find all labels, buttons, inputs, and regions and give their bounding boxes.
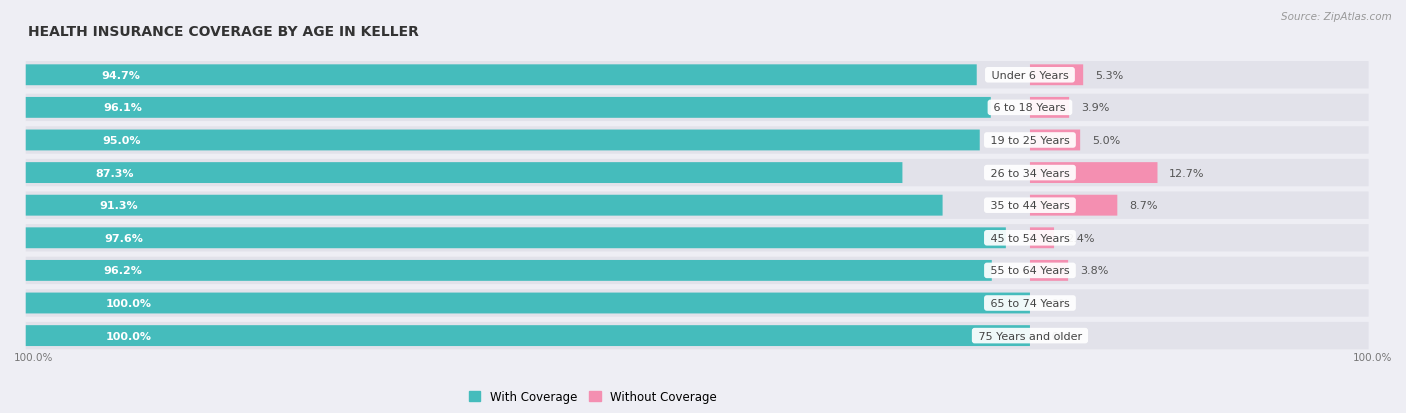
Text: 97.6%: 97.6% bbox=[104, 233, 143, 243]
FancyBboxPatch shape bbox=[25, 95, 1368, 122]
FancyBboxPatch shape bbox=[25, 163, 903, 183]
Text: 19 to 25 Years: 19 to 25 Years bbox=[987, 135, 1073, 146]
Text: 100.0%: 100.0% bbox=[1353, 352, 1392, 363]
Legend: With Coverage, Without Coverage: With Coverage, Without Coverage bbox=[464, 385, 721, 408]
Text: 3.8%: 3.8% bbox=[1080, 266, 1108, 276]
Text: 3.9%: 3.9% bbox=[1081, 103, 1109, 113]
FancyBboxPatch shape bbox=[1031, 130, 1080, 151]
FancyBboxPatch shape bbox=[1031, 228, 1054, 249]
FancyBboxPatch shape bbox=[25, 159, 1368, 187]
FancyBboxPatch shape bbox=[25, 322, 1368, 349]
Text: 100.0%: 100.0% bbox=[105, 298, 152, 308]
Text: 26 to 34 Years: 26 to 34 Years bbox=[987, 168, 1073, 178]
FancyBboxPatch shape bbox=[25, 257, 1368, 285]
FancyBboxPatch shape bbox=[25, 130, 980, 151]
Text: 100.0%: 100.0% bbox=[105, 331, 152, 341]
Text: 100.0%: 100.0% bbox=[14, 352, 53, 363]
Text: 96.2%: 96.2% bbox=[103, 266, 142, 276]
Text: 5.3%: 5.3% bbox=[1095, 71, 1123, 81]
FancyBboxPatch shape bbox=[25, 293, 1031, 314]
Text: 94.7%: 94.7% bbox=[101, 71, 141, 81]
Text: Under 6 Years: Under 6 Years bbox=[988, 71, 1073, 81]
Text: 12.7%: 12.7% bbox=[1170, 168, 1205, 178]
Text: 75 Years and older: 75 Years and older bbox=[974, 331, 1085, 341]
Text: 35 to 44 Years: 35 to 44 Years bbox=[987, 201, 1073, 211]
Text: 8.7%: 8.7% bbox=[1129, 201, 1157, 211]
Text: 87.3%: 87.3% bbox=[96, 168, 135, 178]
Text: 65 to 74 Years: 65 to 74 Years bbox=[987, 298, 1073, 308]
FancyBboxPatch shape bbox=[25, 228, 1005, 249]
Text: 0.0%: 0.0% bbox=[1042, 331, 1070, 341]
Text: HEALTH INSURANCE COVERAGE BY AGE IN KELLER: HEALTH INSURANCE COVERAGE BY AGE IN KELL… bbox=[28, 25, 419, 39]
Text: 2.4%: 2.4% bbox=[1066, 233, 1094, 243]
FancyBboxPatch shape bbox=[25, 65, 977, 86]
FancyBboxPatch shape bbox=[25, 192, 1368, 219]
FancyBboxPatch shape bbox=[25, 225, 1368, 252]
FancyBboxPatch shape bbox=[25, 260, 991, 281]
FancyBboxPatch shape bbox=[25, 98, 991, 119]
FancyBboxPatch shape bbox=[25, 127, 1368, 154]
FancyBboxPatch shape bbox=[1031, 260, 1069, 281]
FancyBboxPatch shape bbox=[25, 195, 942, 216]
Text: 0.0%: 0.0% bbox=[1042, 298, 1070, 308]
FancyBboxPatch shape bbox=[1031, 163, 1157, 183]
FancyBboxPatch shape bbox=[25, 62, 1368, 89]
FancyBboxPatch shape bbox=[1031, 65, 1083, 86]
FancyBboxPatch shape bbox=[25, 325, 1031, 346]
Text: 95.0%: 95.0% bbox=[103, 135, 141, 146]
FancyBboxPatch shape bbox=[1031, 195, 1118, 216]
Text: 91.3%: 91.3% bbox=[98, 201, 138, 211]
FancyBboxPatch shape bbox=[1031, 98, 1069, 119]
Text: 5.0%: 5.0% bbox=[1092, 135, 1121, 146]
Text: Source: ZipAtlas.com: Source: ZipAtlas.com bbox=[1281, 12, 1392, 22]
Text: 6 to 18 Years: 6 to 18 Years bbox=[990, 103, 1070, 113]
FancyBboxPatch shape bbox=[25, 290, 1368, 317]
Text: 96.1%: 96.1% bbox=[103, 103, 142, 113]
Text: 55 to 64 Years: 55 to 64 Years bbox=[987, 266, 1073, 276]
Text: 45 to 54 Years: 45 to 54 Years bbox=[987, 233, 1073, 243]
